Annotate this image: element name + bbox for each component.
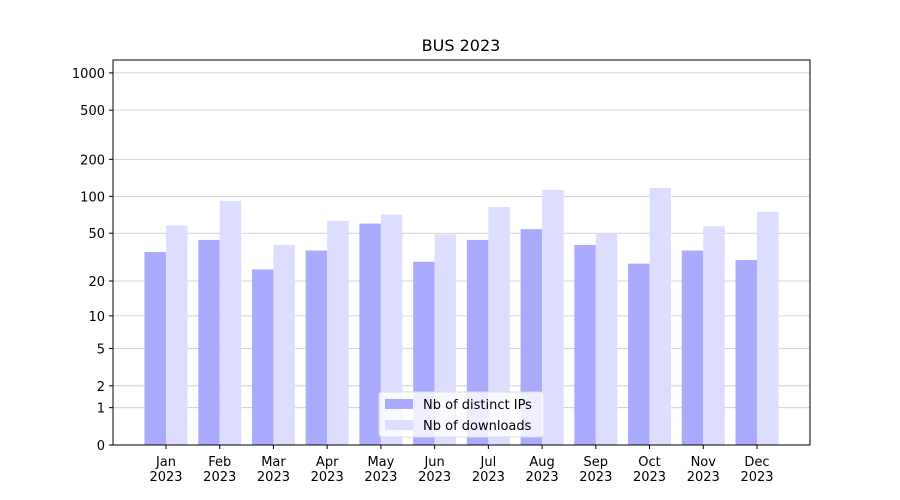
y-tick-label: 1 (97, 402, 105, 417)
x-tick-label: Aug 2023 (526, 455, 559, 485)
bar (649, 188, 672, 445)
bar (166, 225, 188, 445)
x-tick-label: Oct 2023 (633, 455, 666, 485)
bar (305, 250, 328, 445)
bar (327, 220, 349, 445)
bar (595, 233, 618, 445)
y-tick-label: 50 (88, 227, 105, 242)
y-tick-label: 0 (97, 439, 105, 454)
bar (520, 229, 543, 445)
x-tick-label: Mar 2023 (257, 455, 290, 485)
x-tick-label: Jul 2023 (472, 455, 505, 485)
y-tick-label: 500 (80, 104, 105, 119)
y-tick-label: 100 (80, 190, 105, 205)
x-tick-label: Nov 2023 (687, 455, 720, 485)
y-tick-label: 10 (88, 310, 105, 325)
legend-label: Nb of distinct IPs (423, 398, 532, 413)
y-tick-label: 20 (88, 275, 105, 290)
bar (359, 223, 381, 445)
legend-swatch (385, 399, 413, 409)
x-tick-label: May 2023 (364, 455, 397, 485)
bar (144, 251, 166, 445)
y-tick-label: 1000 (72, 67, 105, 82)
x-tick-label: Jan 2023 (149, 455, 182, 485)
bar (757, 211, 779, 445)
bar (574, 244, 596, 445)
y-tick-label: 2 (97, 380, 105, 395)
bar (542, 189, 564, 445)
bar (735, 260, 757, 445)
x-tick-label: Feb 2023 (203, 455, 236, 485)
legend: Nb of distinct IPs Nb of downloads (378, 391, 545, 438)
bar (219, 200, 242, 445)
legend-swatch (385, 420, 413, 430)
bar (681, 250, 704, 445)
x-tick-label: Jun 2023 (418, 455, 451, 485)
bar (251, 269, 274, 445)
chart-title: BUS 2023 (422, 36, 501, 55)
x-tick-label: Sep 2023 (579, 455, 612, 485)
bar (628, 263, 650, 445)
bar (273, 244, 295, 445)
bar (380, 214, 403, 445)
bar (198, 239, 220, 445)
axes-frame (112, 59, 811, 446)
x-tick-label: Dec 2023 (740, 455, 773, 485)
legend-box (378, 391, 545, 438)
legend-label: Nb of downloads (423, 419, 532, 434)
y-tick-label: 5 (97, 342, 105, 357)
y-tick-label: 200 (80, 153, 105, 168)
bar (488, 206, 510, 445)
x-tick-label: Apr 2023 (311, 455, 344, 485)
bar (703, 226, 725, 445)
